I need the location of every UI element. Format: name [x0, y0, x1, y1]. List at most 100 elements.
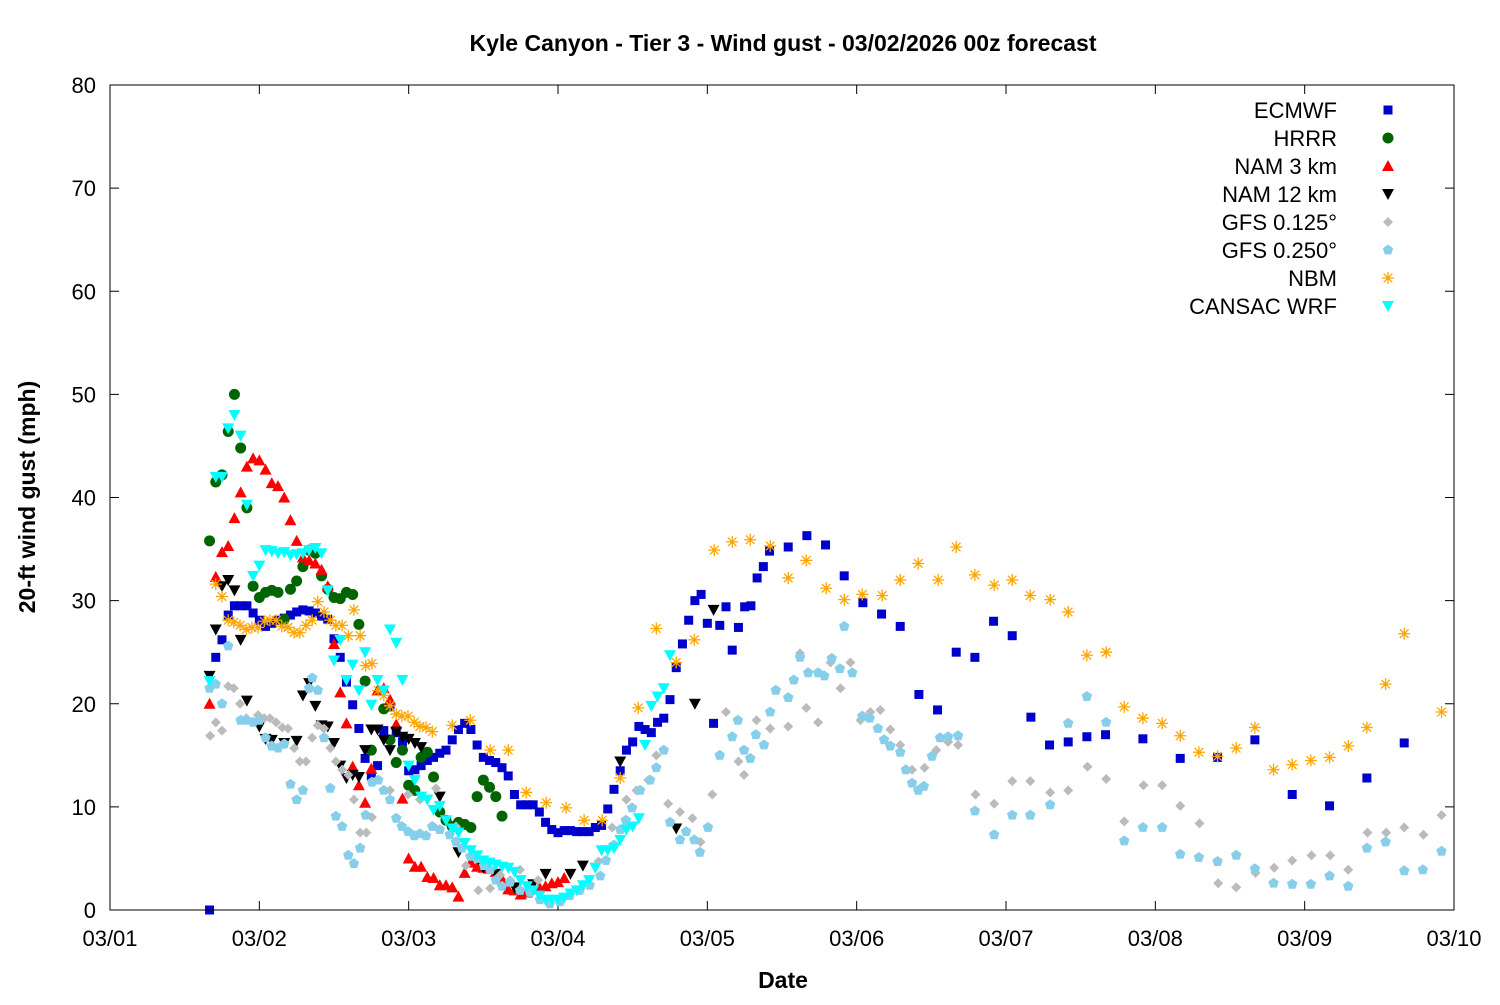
data-point-hrrr [390, 757, 402, 769]
data-point-gfs-0-125 [733, 756, 744, 767]
data-point-nbm [596, 814, 609, 827]
legend-label: NBM [1288, 266, 1337, 291]
data-point-ecmwf [659, 713, 669, 723]
data-point-gfs-0-125 [1362, 827, 1373, 838]
data-point-gfs-0-250 [318, 732, 330, 743]
data-point-cansac-wrf [639, 740, 652, 751]
data-point-cansac-wrf [433, 800, 446, 812]
data-point-nbm [275, 620, 288, 633]
data-point-gfs-0-250 [1268, 877, 1279, 888]
data-point-gfs-0-125 [460, 860, 471, 871]
data-point-gfs-0-125 [1157, 780, 1168, 791]
data-point-nbm [950, 541, 963, 553]
data-point-gfs-0-250 [839, 620, 850, 631]
data-point-nbm [372, 684, 385, 697]
data-point-cansac-wrf [620, 824, 633, 836]
data-point-gfs-0-250 [223, 640, 234, 651]
legend-label: CANSAC WRF [1189, 294, 1337, 319]
data-point-ecmwf [553, 828, 563, 838]
data-point-nbm [688, 633, 701, 646]
data-point-cansac-wrf [315, 548, 328, 560]
data-point-gfs-0-250 [279, 738, 290, 749]
data-point-nam-3-km [203, 697, 216, 709]
data-point-nbm [856, 588, 869, 601]
data-point-ecmwf [534, 807, 544, 817]
data-point-nbm [1360, 721, 1373, 734]
data-point-ecmwf [970, 652, 980, 662]
data-point-gfs-0-250 [644, 774, 656, 785]
data-point-ecmwf [1101, 730, 1111, 740]
data-point-ecmwf [752, 573, 762, 583]
data-point-gfs-0-250 [1324, 870, 1335, 881]
series-gfs-0-125 [205, 648, 1447, 905]
data-point-hrrr [471, 791, 483, 803]
data-point-cansac-wrf [583, 875, 596, 887]
data-point-ecmwf [248, 608, 258, 618]
data-point-gfs-0-250 [303, 682, 315, 693]
data-point-gfs-0-125 [271, 717, 282, 728]
data-point-nbm [894, 574, 907, 586]
data-point-gfs-0-250 [794, 651, 806, 662]
data-point-hrrr [496, 810, 508, 822]
data-point-gfs-0-125 [651, 750, 662, 761]
x-tick-label: 03/06 [829, 926, 884, 951]
data-point-gfs-0-250 [727, 731, 738, 742]
data-point-gfs-0-125 [1119, 816, 1130, 827]
data-point-nbm [240, 623, 253, 636]
data-point-ecmwf [541, 817, 551, 827]
data-point-gfs-0-125 [319, 723, 330, 734]
data-point-nbm [222, 614, 235, 627]
data-point-cansac-wrf [334, 634, 347, 646]
data-point-nbm [1080, 649, 1093, 662]
data-point-nam-3-km [346, 760, 359, 772]
data-point-gfs-0-250 [420, 830, 432, 841]
data-point-nbm [764, 539, 777, 552]
data-point-ecmwf [615, 766, 625, 776]
data-point-cansac-wrf [421, 794, 434, 806]
data-point-nam-3-km [328, 637, 340, 649]
data-point-ecmwf [429, 752, 439, 762]
data-point-ecmwf [895, 621, 905, 631]
data-point-cansac-wrf [222, 423, 235, 435]
data-point-nbm [1398, 627, 1411, 640]
data-point-gfs-0-125 [1175, 800, 1186, 811]
data-point-cansac-wrf [589, 862, 602, 874]
data-point-ecmwf [323, 614, 333, 624]
data-point-nam-3-km [458, 866, 471, 878]
data-point-nam-12-km [415, 742, 428, 754]
data-point-cansac-wrf [340, 675, 353, 687]
data-point-nbm [390, 708, 403, 721]
data-point-nbm [446, 719, 459, 732]
data-point-gfs-0-250 [330, 810, 342, 821]
data-points [203, 388, 1448, 915]
data-point-cansac-wrf [632, 813, 645, 825]
data-point-nam-3-km [396, 792, 409, 804]
data-point-nbm [395, 710, 408, 723]
data-point-nbm [932, 574, 945, 586]
data-point-hrrr [204, 535, 216, 547]
x-tick-label: 03/01 [82, 926, 137, 951]
data-point-ecmwf [933, 705, 943, 715]
data-point-cansac-wrf [402, 760, 415, 772]
data-point-gfs-0-125 [765, 723, 776, 734]
data-point-ecmwf [1175, 753, 1185, 763]
data-point-nam-12-km [377, 734, 390, 746]
data-point-gfs-0-250 [343, 849, 354, 860]
y-tick-label: 50 [72, 382, 96, 407]
y-tick-label: 80 [72, 73, 96, 98]
data-point-gfs-0-250 [969, 805, 981, 816]
data-point-gfs-0-250 [988, 829, 1000, 840]
y-axis-label: 20-ft wind gust (mph) [14, 381, 40, 614]
data-point-nam-3-km [365, 762, 378, 774]
data-point-ecmwf [310, 608, 320, 618]
data-point-ecmwf [217, 635, 227, 645]
data-point-ecmwf [1362, 773, 1372, 783]
data-point-ecmwf [348, 700, 358, 710]
data-point-nbm [359, 659, 372, 672]
series-gfs-0-250 [204, 620, 1447, 909]
x-tick-label: 03/04 [530, 926, 585, 951]
data-point-gfs-0-250 [872, 723, 884, 733]
data-point-gfs-0-250 [1193, 851, 1205, 862]
x-tick-label: 03/09 [1277, 926, 1332, 951]
data-point-nbm [560, 801, 573, 814]
